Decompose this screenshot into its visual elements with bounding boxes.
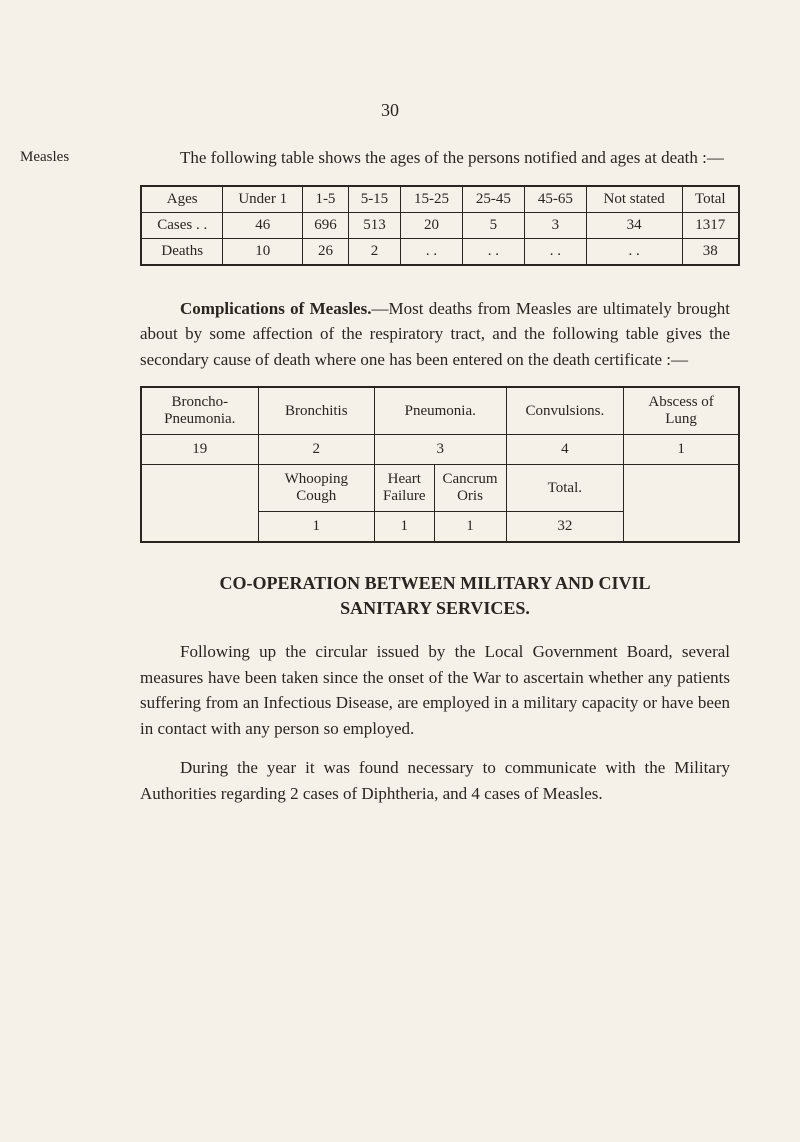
t1-r1c6: . . bbox=[524, 238, 586, 265]
t1-r1c4: . . bbox=[401, 238, 463, 265]
t1-r0c6: 3 bbox=[524, 212, 586, 238]
t2-sv2: 1 bbox=[434, 512, 506, 543]
t1-h6: 45-65 bbox=[524, 186, 586, 213]
t2-sh1: Heart Failure bbox=[375, 465, 435, 512]
t1-r1c8: 38 bbox=[682, 238, 739, 265]
t2-v4: 1 bbox=[624, 435, 739, 465]
t1-r1c2: 26 bbox=[303, 238, 349, 265]
complications-table: Broncho- Pneumonia. Bronchitis Pneumonia… bbox=[140, 386, 740, 543]
t2-sh3: Total. bbox=[506, 465, 624, 512]
t1-h4: 15-25 bbox=[401, 186, 463, 213]
t2-v3: 4 bbox=[506, 435, 624, 465]
t2-h1: Bronchitis bbox=[258, 387, 374, 435]
t2-sh2: Cancrum Oris bbox=[434, 465, 506, 512]
t2-h0: Broncho- Pneumonia. bbox=[141, 387, 258, 435]
section-heading: CO-OPERATION BETWEEN MILITARY AND CIVIL bbox=[140, 573, 730, 594]
t1-r0c8: 1317 bbox=[682, 212, 739, 238]
t2-sv0: 1 bbox=[258, 512, 374, 543]
t2-v1: 2 bbox=[258, 435, 374, 465]
t1-r0c5: 5 bbox=[462, 212, 524, 238]
t2-blank-l2 bbox=[141, 512, 258, 543]
t2-blank-r bbox=[624, 465, 739, 512]
t2-sv1: 1 bbox=[375, 512, 435, 543]
t1-r0c0: Cases . . bbox=[141, 212, 223, 238]
t1-r0c4: 20 bbox=[401, 212, 463, 238]
table-row: 1 1 1 32 bbox=[141, 512, 739, 543]
t1-r0c3: 513 bbox=[348, 212, 400, 238]
t1-h1: Under 1 bbox=[223, 186, 303, 213]
t2-blank-r2 bbox=[624, 512, 739, 543]
t2-h2: Pneumonia. bbox=[375, 387, 506, 435]
t2-v2: 3 bbox=[375, 435, 506, 465]
t2-v0: 19 bbox=[141, 435, 258, 465]
t1-h7: Not stated bbox=[586, 186, 682, 213]
t2-blank-l bbox=[141, 465, 258, 512]
t1-h5: 25-45 bbox=[462, 186, 524, 213]
t1-h3: 5-15 bbox=[348, 186, 400, 213]
section-subheading: SANITARY SERVICES. bbox=[140, 598, 730, 619]
t1-r0c1: 46 bbox=[223, 212, 303, 238]
table-row: Cases . . 46 696 513 20 5 3 34 1317 bbox=[141, 212, 739, 238]
t1-h2: 1-5 bbox=[303, 186, 349, 213]
t1-r1c1: 10 bbox=[223, 238, 303, 265]
table-row: 19 2 3 4 1 bbox=[141, 435, 739, 465]
t1-r0c7: 34 bbox=[586, 212, 682, 238]
t1-r1c5: . . bbox=[462, 238, 524, 265]
t2-sv3: 32 bbox=[506, 512, 624, 543]
complications-paragraph: Complications of Measles.—Most deaths fr… bbox=[140, 296, 730, 373]
paragraph-3: During the year it was found necessary t… bbox=[140, 755, 730, 806]
t2-h3: Convulsions. bbox=[506, 387, 624, 435]
paragraph-2: Following up the circular issued by the … bbox=[140, 639, 730, 741]
t1-r1c0: Deaths bbox=[141, 238, 223, 265]
table-row: Deaths 10 26 2 . . . . . . . . 38 bbox=[141, 238, 739, 265]
t1-r0c2: 696 bbox=[303, 212, 349, 238]
t1-h8: Total bbox=[682, 186, 739, 213]
ages-table: Ages Under 1 1-5 5-15 15-25 25-45 45-65 … bbox=[140, 185, 740, 266]
t1-r1c7: . . bbox=[586, 238, 682, 265]
t1-h0: Ages bbox=[141, 186, 223, 213]
t2-h4: Abscess of Lung bbox=[624, 387, 739, 435]
t1-r1c3: 2 bbox=[348, 238, 400, 265]
complications-heading: Complications of Measles. bbox=[180, 299, 371, 318]
t2-sh0: Whooping Cough bbox=[258, 465, 374, 512]
margin-note: Measles bbox=[20, 149, 69, 166]
intro-paragraph: The following table shows the ages of th… bbox=[140, 145, 730, 171]
page-number: 30 bbox=[50, 100, 730, 121]
